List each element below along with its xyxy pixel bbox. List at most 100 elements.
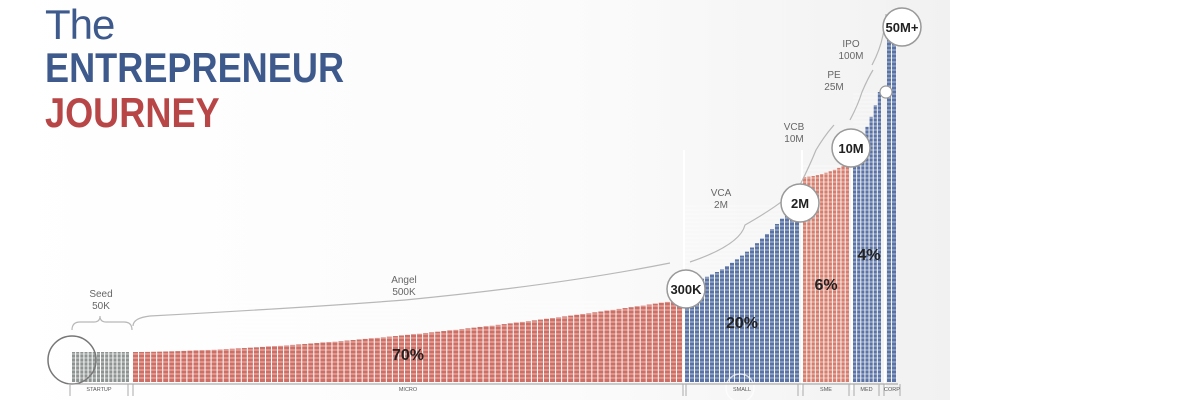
funding-stage-amount: 10M [784, 134, 803, 145]
bar [356, 339, 362, 382]
bar [690, 281, 694, 382]
milestone-circle [780, 183, 820, 223]
funding-stage-name: Seed [89, 289, 112, 300]
bar [634, 306, 640, 382]
funding-stage-name: VCB [784, 122, 805, 133]
bar [640, 305, 646, 382]
bar [284, 345, 290, 382]
bar [725, 266, 729, 382]
milestone-label: 50M+ [886, 20, 919, 35]
bar [157, 351, 163, 382]
bar [811, 176, 815, 382]
bar [362, 338, 368, 382]
bar [828, 171, 832, 382]
bar [88, 352, 92, 382]
bar [101, 352, 105, 382]
bar [113, 352, 117, 382]
funding-stage-amount: 500K [392, 287, 416, 298]
bar [755, 243, 759, 382]
funding-stage-amount: 100M [838, 51, 863, 62]
bar [471, 327, 477, 382]
percent-label: 6% [814, 277, 837, 294]
bar [574, 314, 580, 382]
bar [824, 172, 828, 382]
bar [780, 218, 784, 382]
bar-segment-small [685, 202, 800, 382]
bar [775, 223, 779, 382]
bar [441, 331, 447, 382]
category-label: SMALL [733, 387, 751, 393]
bar [380, 337, 386, 382]
category-label: MICRO [399, 387, 418, 393]
bar [598, 311, 604, 382]
bar [392, 336, 398, 382]
milestone-label: 10M [838, 141, 863, 156]
bar-segment-micro [133, 300, 683, 382]
bar [513, 322, 519, 382]
bar [235, 348, 241, 382]
funding-stage-amount: 2M [714, 200, 728, 211]
funding-stage-amount: 50K [92, 301, 110, 312]
bar [646, 304, 652, 382]
journey-chart: 70% 20% 6% 4% STARTUP MICRO SMALL SME MED CORP S… [47, 7, 922, 396]
bar [72, 352, 76, 382]
bar [308, 343, 314, 382]
bar-segment-med [853, 92, 882, 382]
bar [715, 271, 719, 382]
bar [531, 320, 537, 382]
bar [837, 167, 841, 382]
bar [241, 348, 247, 382]
bar [121, 352, 125, 382]
bar [105, 352, 109, 382]
bar [109, 352, 113, 382]
bar [374, 337, 380, 382]
bar [586, 313, 592, 382]
bar [145, 351, 151, 382]
bar [435, 331, 441, 382]
bar [803, 177, 807, 382]
bar [765, 233, 769, 382]
bar [80, 352, 84, 382]
bar [453, 329, 459, 382]
bar [795, 202, 799, 382]
title-line-the: The [45, 1, 115, 48]
bar [465, 328, 471, 382]
bar [519, 321, 525, 382]
funding-brace [849, 69, 874, 121]
milestone-circle [831, 128, 871, 168]
bar [398, 335, 404, 382]
bar [459, 329, 465, 382]
bar [580, 313, 586, 382]
bar [877, 92, 881, 382]
bar [495, 324, 501, 382]
category-label: CORP [884, 387, 900, 393]
bar [169, 351, 175, 382]
bar-segment-corp [887, 37, 897, 382]
bar [344, 340, 350, 382]
infographic-canvas: The ENTREPRENEUR JOURNEY 70% 20% 6% 4% STAR… [0, 0, 950, 400]
bar [750, 247, 754, 382]
bar-segment-startup [72, 352, 130, 382]
bar [447, 330, 453, 382]
funding-brace [132, 262, 671, 327]
bar [616, 308, 622, 382]
bar [745, 251, 749, 382]
bar [429, 332, 435, 382]
bar [790, 207, 794, 382]
bar [676, 300, 682, 382]
bar [163, 351, 169, 382]
bar [592, 312, 598, 382]
percent-label: 4% [857, 247, 880, 264]
milestone-circle [666, 269, 706, 309]
bar [869, 116, 873, 382]
bar [278, 345, 284, 382]
bar [84, 352, 88, 382]
funding-brace [71, 315, 133, 331]
bar [253, 347, 259, 382]
bar [807, 176, 811, 382]
bar [562, 316, 568, 382]
bar [501, 324, 507, 382]
title-line-journey: JOURNEY [45, 89, 220, 136]
milestones-group: 300K 2M 10M 50M+ [666, 7, 922, 309]
category-label: MED [860, 387, 872, 393]
